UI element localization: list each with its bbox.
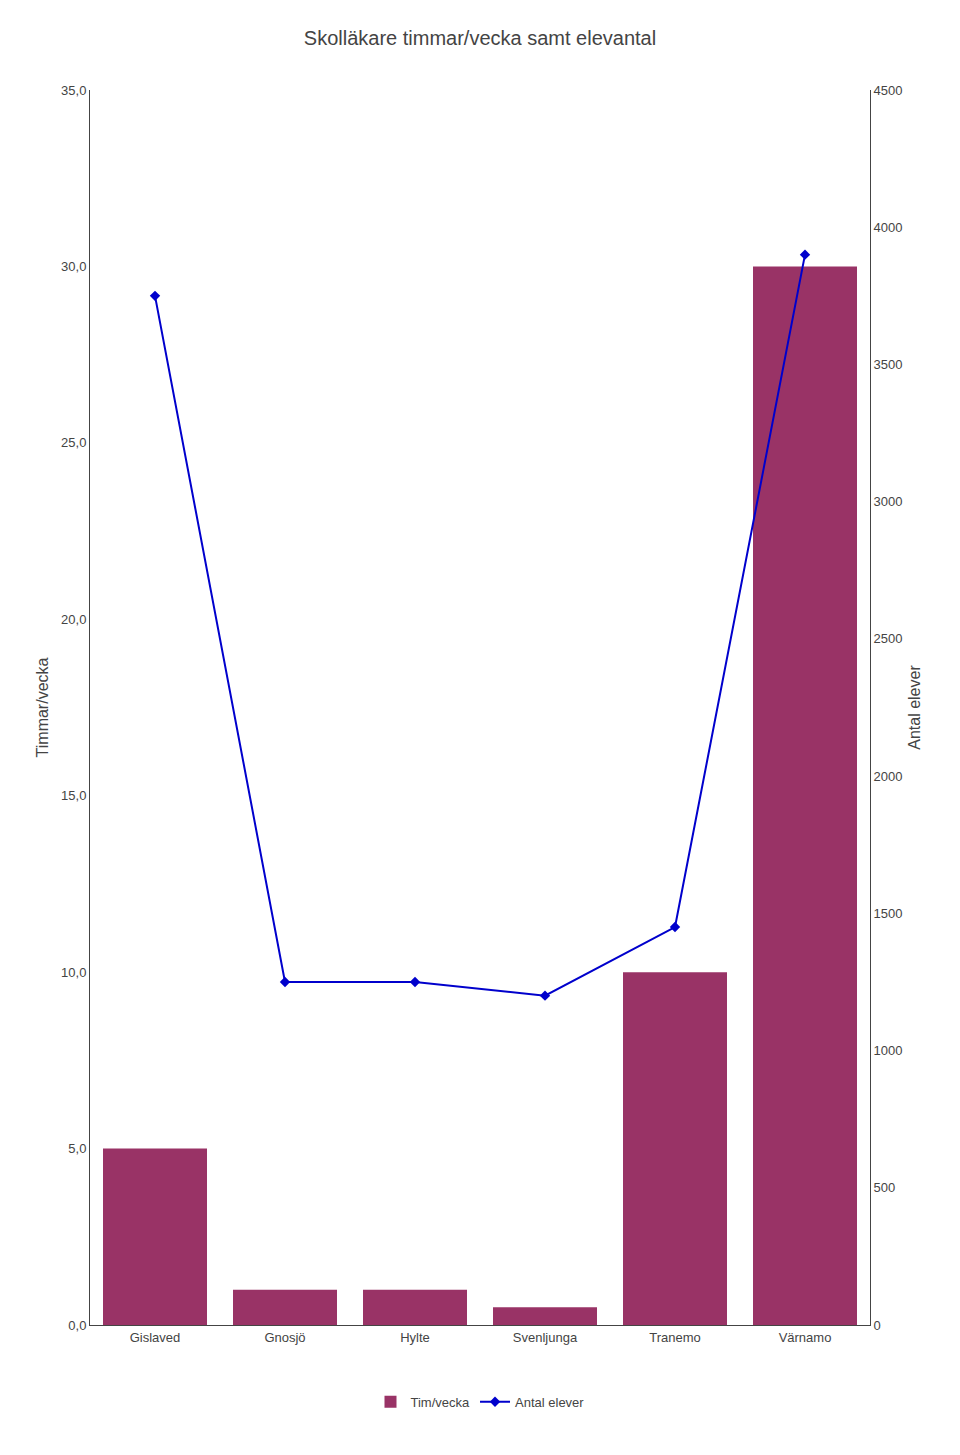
svg-text:Timmar/vecka: Timmar/vecka bbox=[34, 657, 51, 757]
svg-text:5,0: 5,0 bbox=[68, 1141, 86, 1156]
svg-text:3000: 3000 bbox=[874, 494, 903, 509]
svg-text:25,0: 25,0 bbox=[61, 435, 86, 450]
svg-text:Antal elever: Antal elever bbox=[906, 665, 923, 750]
svg-text:0: 0 bbox=[874, 1318, 881, 1333]
svg-text:20,0: 20,0 bbox=[61, 612, 86, 627]
svg-text:35,0: 35,0 bbox=[61, 83, 86, 98]
svg-text:1500: 1500 bbox=[874, 906, 903, 921]
svg-text:10,0: 10,0 bbox=[61, 965, 86, 980]
svg-text:15,0: 15,0 bbox=[61, 788, 86, 803]
svg-text:500: 500 bbox=[874, 1180, 896, 1195]
svg-text:1000: 1000 bbox=[874, 1043, 903, 1058]
svg-text:2000: 2000 bbox=[874, 769, 903, 784]
svg-text:Gislaved: Gislaved bbox=[130, 1330, 181, 1345]
svg-text:30,0: 30,0 bbox=[61, 259, 86, 274]
svg-text:Svenljunga: Svenljunga bbox=[513, 1330, 578, 1345]
svg-text:Skolläkare timmar/vecka samt e: Skolläkare timmar/vecka samt elevantal bbox=[304, 27, 656, 49]
svg-text:Gnosjö: Gnosjö bbox=[264, 1330, 305, 1345]
svg-text:Antal elever: Antal elever bbox=[515, 1395, 584, 1410]
svg-text:Hylte: Hylte bbox=[400, 1330, 430, 1345]
svg-text:4500: 4500 bbox=[874, 83, 903, 98]
svg-text:Tranemo: Tranemo bbox=[649, 1330, 701, 1345]
svg-text:Tim/vecka: Tim/vecka bbox=[411, 1395, 471, 1410]
svg-text:2500: 2500 bbox=[874, 631, 903, 646]
svg-text:4000: 4000 bbox=[874, 220, 903, 235]
svg-text:Värnamo: Värnamo bbox=[779, 1330, 832, 1345]
svg-text:3500: 3500 bbox=[874, 357, 903, 372]
svg-text:0,0: 0,0 bbox=[68, 1318, 86, 1333]
